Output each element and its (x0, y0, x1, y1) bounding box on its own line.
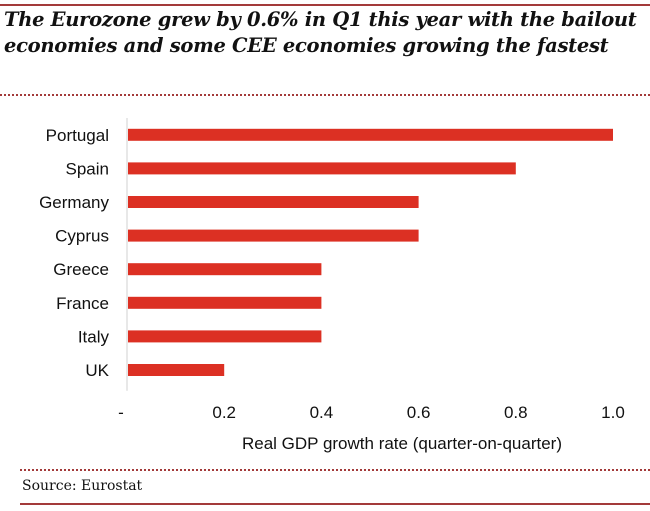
category-label-portugal: Portugal (46, 126, 109, 145)
title-divider (0, 94, 650, 96)
x-axis-title: Real GDP growth rate (quarter-on-quarter… (242, 434, 562, 453)
x-tick-labels: - 0.2 0.4 0.6 0.8 1.0 (118, 403, 625, 422)
bars-group (128, 128, 613, 376)
x-tick-label: 0.8 (504, 403, 528, 422)
bar-spain (128, 162, 516, 175)
category-label-germany: Germany (39, 193, 109, 212)
chart-title: The Eurozone grew by 0.6% in Q1 this yea… (4, 8, 637, 57)
x-tick-label: 0.6 (407, 403, 431, 422)
bottom-rule (20, 503, 650, 505)
bar-greece (128, 263, 322, 276)
category-label-france: France (56, 294, 109, 313)
bar-uk (128, 364, 225, 376)
x-tick-label: - (118, 403, 124, 422)
bar-germany (128, 196, 419, 208)
top-rule (0, 4, 650, 6)
category-labels: Portugal Spain Germany Cyprus Greece France It… (39, 126, 110, 380)
bar-portugal (128, 128, 613, 141)
footer-divider (20, 469, 650, 471)
category-label-greece: Greece (53, 260, 109, 279)
x-tick-label: 0.4 (310, 403, 334, 422)
category-label-uk: UK (85, 361, 109, 380)
x-tick-label: 0.2 (212, 403, 236, 422)
category-label-italy: Italy (78, 327, 110, 346)
x-tick-label: 1.0 (601, 403, 625, 422)
bar-cyprus (128, 229, 419, 242)
category-label-spain: Spain (66, 159, 109, 178)
bar-italy (128, 330, 322, 343)
bar-france (128, 296, 322, 309)
category-label-cyprus: Cyprus (55, 227, 109, 246)
source-note: Source: Eurostat (22, 478, 143, 494)
